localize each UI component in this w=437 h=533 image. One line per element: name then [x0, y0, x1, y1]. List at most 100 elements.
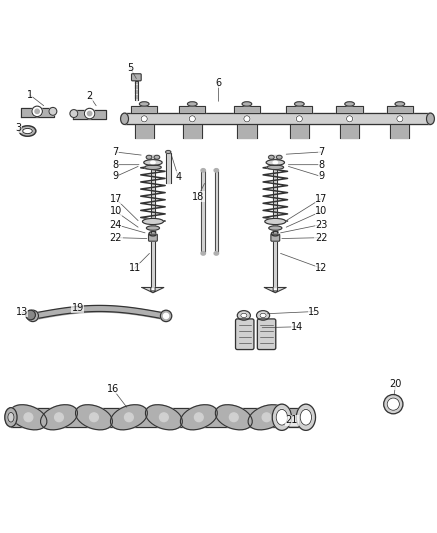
Ellipse shape: [24, 413, 33, 422]
Text: 13: 13: [16, 307, 28, 317]
Ellipse shape: [229, 413, 238, 422]
Ellipse shape: [273, 161, 277, 164]
Ellipse shape: [214, 168, 218, 172]
Circle shape: [32, 106, 42, 117]
Text: 9: 9: [113, 172, 119, 181]
Ellipse shape: [248, 405, 285, 430]
Ellipse shape: [111, 405, 147, 430]
Circle shape: [163, 313, 169, 319]
Circle shape: [141, 116, 147, 122]
Circle shape: [296, 116, 302, 122]
Ellipse shape: [121, 113, 128, 125]
Text: 4: 4: [175, 172, 181, 182]
Ellipse shape: [276, 155, 282, 159]
Ellipse shape: [5, 408, 17, 427]
Ellipse shape: [276, 409, 288, 425]
Text: 7: 7: [318, 147, 324, 157]
Ellipse shape: [90, 413, 98, 422]
Ellipse shape: [55, 413, 63, 422]
Ellipse shape: [215, 405, 252, 430]
Circle shape: [70, 110, 78, 117]
Text: 11: 11: [128, 263, 141, 273]
Ellipse shape: [242, 102, 252, 106]
Text: 6: 6: [215, 78, 222, 88]
Text: 15: 15: [309, 306, 321, 317]
FancyBboxPatch shape: [236, 319, 254, 350]
Polygon shape: [142, 287, 164, 293]
Text: 17: 17: [110, 194, 122, 204]
Circle shape: [189, 116, 195, 122]
Ellipse shape: [201, 168, 205, 172]
Text: 17: 17: [315, 194, 327, 204]
Ellipse shape: [201, 252, 205, 255]
Circle shape: [26, 310, 35, 320]
Ellipse shape: [427, 113, 434, 125]
Ellipse shape: [166, 150, 171, 154]
Ellipse shape: [268, 155, 274, 159]
Ellipse shape: [267, 165, 284, 169]
Text: 12: 12: [315, 263, 327, 273]
Ellipse shape: [139, 102, 149, 106]
Ellipse shape: [214, 252, 218, 255]
FancyBboxPatch shape: [271, 234, 280, 241]
Ellipse shape: [19, 126, 36, 136]
Polygon shape: [73, 110, 106, 119]
Circle shape: [84, 108, 95, 119]
Text: 8: 8: [113, 160, 119, 169]
Circle shape: [244, 116, 250, 122]
Text: 1: 1: [27, 90, 33, 100]
Ellipse shape: [257, 311, 270, 320]
Ellipse shape: [269, 226, 282, 230]
Ellipse shape: [265, 219, 286, 224]
Text: 7: 7: [113, 147, 119, 157]
FancyBboxPatch shape: [132, 74, 141, 81]
Text: 5: 5: [127, 63, 133, 72]
FancyBboxPatch shape: [149, 234, 157, 241]
Text: 9: 9: [318, 172, 324, 181]
Ellipse shape: [187, 102, 197, 106]
Ellipse shape: [144, 160, 162, 165]
Text: 18: 18: [192, 191, 204, 201]
Ellipse shape: [384, 394, 403, 414]
Ellipse shape: [345, 102, 354, 106]
Text: 10: 10: [110, 206, 122, 216]
Circle shape: [347, 116, 353, 122]
Ellipse shape: [387, 398, 399, 410]
Ellipse shape: [146, 226, 160, 230]
Text: 22: 22: [110, 233, 122, 243]
Text: 24: 24: [110, 220, 122, 230]
Ellipse shape: [76, 405, 112, 430]
Ellipse shape: [146, 155, 152, 159]
Circle shape: [27, 310, 38, 321]
Ellipse shape: [272, 404, 291, 430]
Ellipse shape: [154, 155, 160, 159]
Circle shape: [30, 313, 35, 319]
Circle shape: [160, 310, 172, 321]
Polygon shape: [264, 287, 286, 293]
Text: 14: 14: [291, 322, 303, 332]
Ellipse shape: [296, 404, 316, 430]
Text: 16: 16: [107, 384, 119, 394]
Ellipse shape: [300, 409, 312, 425]
Ellipse shape: [151, 161, 155, 164]
Ellipse shape: [160, 413, 168, 422]
Circle shape: [87, 111, 92, 116]
Text: 22: 22: [315, 233, 327, 243]
Polygon shape: [21, 108, 53, 117]
Ellipse shape: [194, 413, 203, 422]
Ellipse shape: [146, 405, 182, 430]
Ellipse shape: [145, 165, 161, 169]
Ellipse shape: [237, 311, 250, 320]
Ellipse shape: [10, 405, 47, 430]
FancyBboxPatch shape: [257, 319, 276, 350]
Ellipse shape: [41, 405, 77, 430]
Circle shape: [49, 108, 57, 115]
Ellipse shape: [295, 102, 304, 106]
Text: 8: 8: [318, 160, 324, 169]
Circle shape: [35, 109, 39, 114]
Ellipse shape: [266, 160, 284, 165]
Text: 10: 10: [315, 206, 327, 216]
Ellipse shape: [395, 102, 405, 106]
Ellipse shape: [125, 413, 133, 422]
Ellipse shape: [241, 313, 247, 318]
